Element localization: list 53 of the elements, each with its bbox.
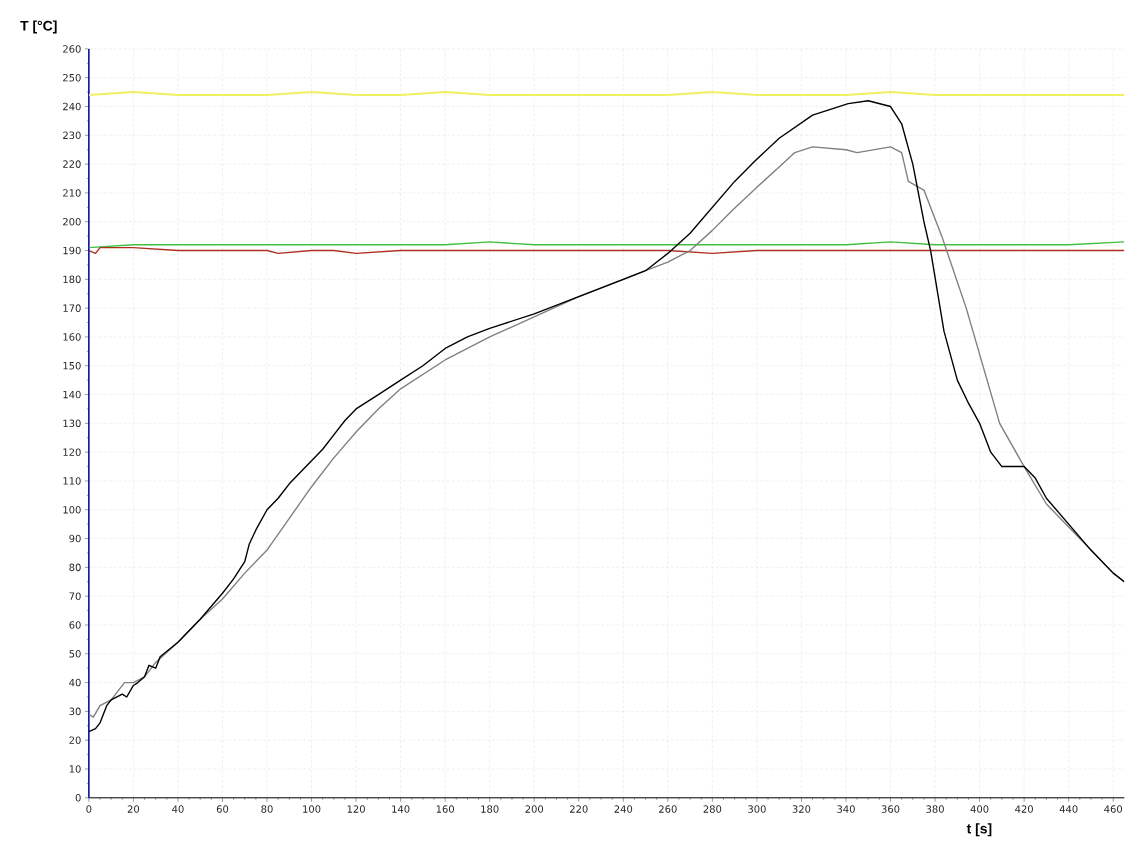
x-tick-label: 20 (127, 805, 140, 813)
x-tick-label: 40 (172, 805, 184, 813)
y-tick-label: 40 (69, 678, 81, 687)
y-tick-label: 170 (63, 304, 81, 313)
x-tick-label: 280 (703, 805, 722, 813)
y-tick-label: 50 (69, 650, 81, 658)
y-tick-label: 200 (63, 218, 81, 226)
y-tick-label: 140 (63, 390, 81, 399)
y-tick-label: 220 (63, 160, 81, 169)
x-tick-label: 120 (347, 805, 365, 813)
y-tick-label: 250 (63, 74, 81, 82)
x-tick-label: 220 (570, 805, 588, 813)
y-tick-label: 100 (63, 506, 81, 514)
y-tick-label: 30 (69, 707, 81, 716)
x-axis-title: t [s] (966, 823, 992, 837)
y-tick-label: 210 (63, 189, 81, 197)
x-tick-label: 100 (303, 805, 321, 813)
y-tick-label: 10 (69, 765, 81, 773)
x-tick-label: 200 (525, 805, 544, 813)
y-tick-label: 0 (75, 794, 81, 802)
x-tick-label: 300 (748, 805, 766, 813)
y-tick-label: 190 (63, 246, 81, 255)
x-tick-label: 0 (86, 805, 92, 813)
y-tick-label: 110 (63, 477, 81, 485)
x-tick-label: 140 (392, 805, 410, 813)
x-tick-label: 440 (1059, 805, 1078, 813)
y-tick-label: 90 (69, 534, 81, 543)
y-tick-label: 240 (63, 102, 81, 111)
x-tick-label: 460 (1104, 805, 1123, 813)
y-tick-label: 20 (69, 736, 81, 745)
x-tick-label: 80 (261, 805, 273, 813)
x-tick-label: 180 (481, 805, 499, 813)
x-tick-label: 380 (926, 805, 944, 813)
y-tick-label: 180 (63, 275, 81, 284)
x-tick-label: 60 (216, 805, 229, 813)
x-tick-label: 360 (881, 805, 900, 813)
y-tick-label: 150 (63, 362, 81, 370)
y-tick-label: 60 (69, 621, 81, 629)
x-tick-label: 340 (837, 805, 855, 813)
x-tick-label: 160 (436, 805, 454, 813)
y-tick-label: 230 (63, 131, 81, 140)
y-tick-label: 160 (63, 333, 81, 341)
y-tick-label: 120 (63, 448, 81, 457)
y-tick-label: 80 (69, 563, 81, 572)
y-axis-title: T [°C] (20, 20, 57, 34)
y-tick-label: 130 (63, 419, 81, 428)
x-tick-label: 420 (1015, 805, 1033, 813)
y-tick-label: 260 (63, 45, 81, 53)
x-tick-label: 260 (659, 805, 677, 813)
y-tick-label: 70 (69, 592, 81, 601)
x-tick-label: 240 (614, 805, 633, 813)
x-tick-label: 400 (970, 805, 989, 813)
x-tick-label: 320 (792, 805, 811, 813)
